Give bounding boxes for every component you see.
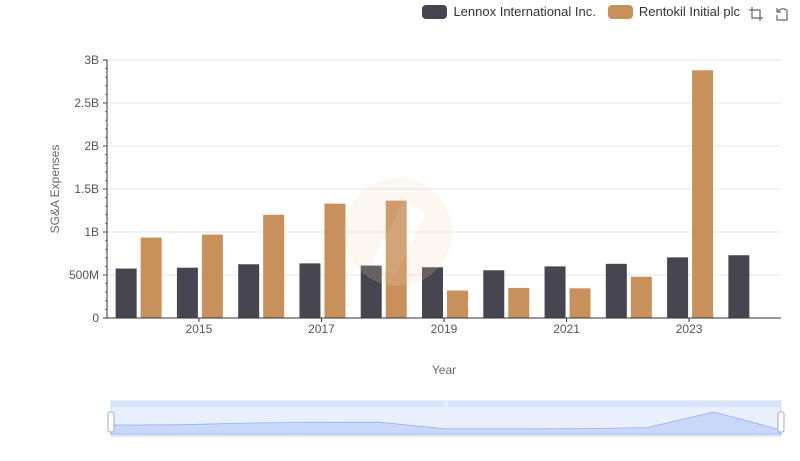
bar-rentokil [692,70,714,318]
zoom-top-bar[interactable] [111,401,781,407]
legend-swatch-lennox [422,4,448,19]
legend-swatch-rentokil [607,4,633,19]
watermark-logo [344,178,452,286]
y-tick-label: 0 [92,311,99,325]
bar-rentokil [263,214,285,318]
x-tick-label: 2017 [308,322,335,336]
toolbox [748,6,790,22]
bar-lennox [544,266,566,318]
legend-item-lennox[interactable]: Lennox International Inc. [422,4,596,19]
zoom-handle-left[interactable] [107,411,115,433]
y-tick-label: 500M [69,268,99,282]
bar-rentokil [569,288,591,318]
zoom-handle-right[interactable] [777,411,785,433]
legend: Lennox International Inc. Rentokil Initi… [422,4,740,19]
bar-lennox [728,255,750,318]
axis-layer: 0 500M 1B 1.5B 2B 2.5B 3B 2015 2017 2019 2021 2023 [69,53,781,336]
bar-lennox [176,267,198,318]
bar-lennox [115,268,137,318]
x-tick-label: 2021 [553,322,580,336]
bar-rentokil [140,237,162,318]
restore-icon[interactable] [774,6,790,22]
y-tick-label: 1.5B [74,182,99,196]
x-tick-label: 2019 [431,322,458,336]
zoom-area [110,411,782,435]
watermark-slash [370,200,425,275]
legend-label-rentokil: Rentokil Initial plc [638,4,740,19]
bar-rentokil [447,290,468,318]
bar-rentokil [324,203,346,318]
bar-lennox [605,263,627,318]
bar-lennox [667,257,689,318]
y-tick-label: 2.5B [74,96,99,110]
y-tick-label: 3B [84,53,99,67]
y-tick-label: 2B [84,139,99,153]
x-axis-label: Year [432,363,456,377]
bar-rentokil [508,287,530,318]
bar-rentokil [630,276,652,318]
bar-lennox [360,265,382,318]
bar-rentokil [385,200,407,318]
bars-layer [115,70,750,318]
x-tick-label: 2015 [186,322,213,336]
y-axis-label: SG&A Expenses [48,145,62,234]
zoom-selection[interactable] [111,407,781,436]
bar-lennox [299,263,321,318]
x-tick-label: 2023 [676,322,703,336]
zoom-icon[interactable] [748,6,764,22]
bar-lennox [238,264,260,318]
bar-lennox [422,267,443,318]
legend-label-lennox: Lennox International Inc. [453,4,596,19]
legend-item-rentokil[interactable]: Rentokil Initial plc [607,4,740,19]
y-tick-label: 1B [84,225,99,239]
bar-lennox [483,270,505,318]
bar-rentokil [201,234,223,318]
data-zoom-slider[interactable]: ||| [107,400,785,437]
watermark [344,178,452,286]
zoom-grip-icon[interactable]: ||| [444,402,449,408]
